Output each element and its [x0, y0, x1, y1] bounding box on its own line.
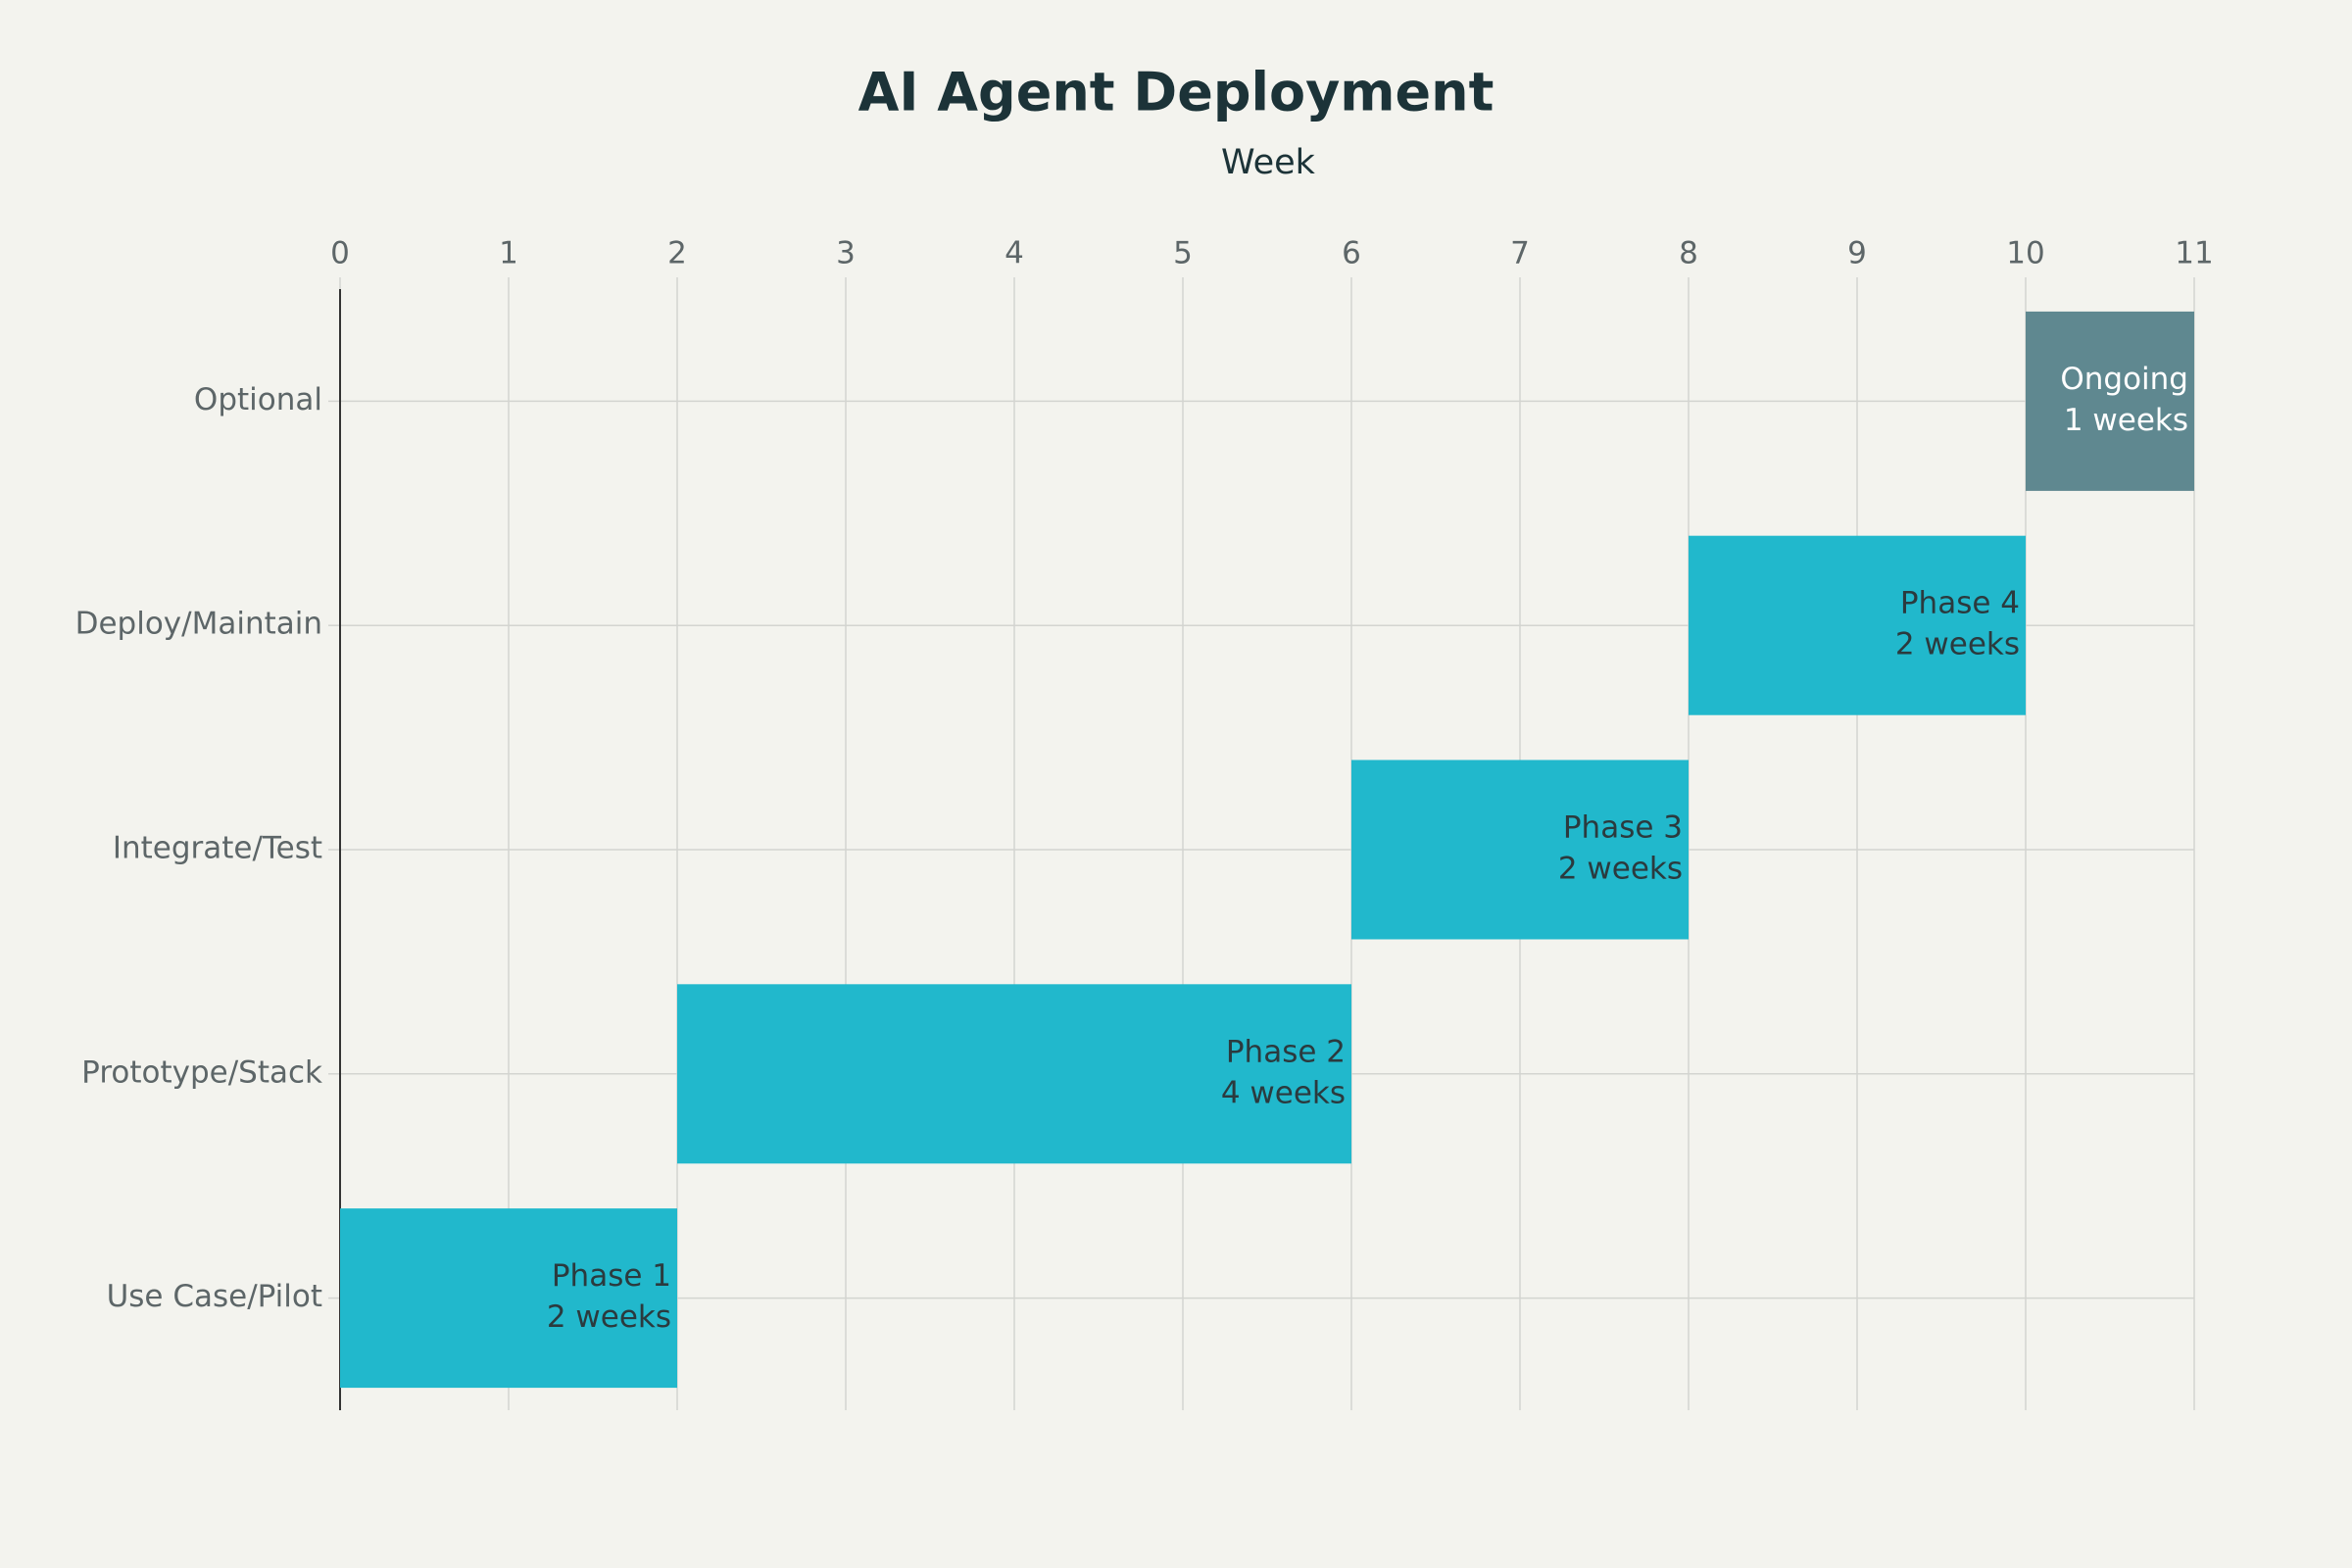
- bar: [1351, 760, 1689, 940]
- y-tick-label: Deploy/Maintain: [75, 607, 322, 642]
- x-axis-title: Week: [1221, 143, 1316, 182]
- data-label: 2 weeks: [1895, 627, 2020, 662]
- y-tick-label: Integrate/Test: [113, 831, 322, 866]
- x-tick-label: 8: [1679, 236, 1698, 271]
- x-tick-label: 11: [2175, 236, 2213, 271]
- x-tick-label: 9: [1847, 236, 1867, 271]
- x-tick-label: 2: [667, 236, 687, 271]
- data-label: 4 weeks: [1221, 1075, 1346, 1110]
- x-tick-label: 4: [1004, 236, 1024, 271]
- data-label: 2 weeks: [547, 1299, 671, 1335]
- y-tick-label: Use Case/Pilot: [107, 1279, 322, 1314]
- bar: [2026, 311, 2194, 491]
- x-tick-label: 10: [2006, 236, 2044, 271]
- bar-label: Phase 2: [1226, 1034, 1346, 1069]
- x-tick-label: 5: [1173, 236, 1193, 271]
- x-tick-label: 3: [836, 236, 856, 271]
- y-tick-label: Prototype/Stack: [81, 1054, 322, 1090]
- chart-title: AI Agent Deployment: [858, 62, 1494, 123]
- x-tick-label: 1: [499, 236, 518, 271]
- bar-label: Phase 1: [552, 1258, 671, 1294]
- bar: [677, 984, 1351, 1164]
- x-tick-label: 0: [330, 236, 350, 271]
- bar-label: Phase 3: [1563, 810, 1683, 846]
- bar: [1689, 535, 2026, 715]
- x-tick-label: 6: [1342, 236, 1361, 271]
- bar-label: Ongoing: [2060, 362, 2188, 397]
- x-tick-label: 7: [1510, 236, 1530, 271]
- bar: [340, 1208, 677, 1389]
- data-label: 1 weeks: [2064, 403, 2188, 438]
- bar-label: Phase 4: [1900, 586, 2020, 621]
- y-tick-label: Optional: [194, 382, 322, 417]
- data-label: 2 weeks: [1558, 852, 1683, 887]
